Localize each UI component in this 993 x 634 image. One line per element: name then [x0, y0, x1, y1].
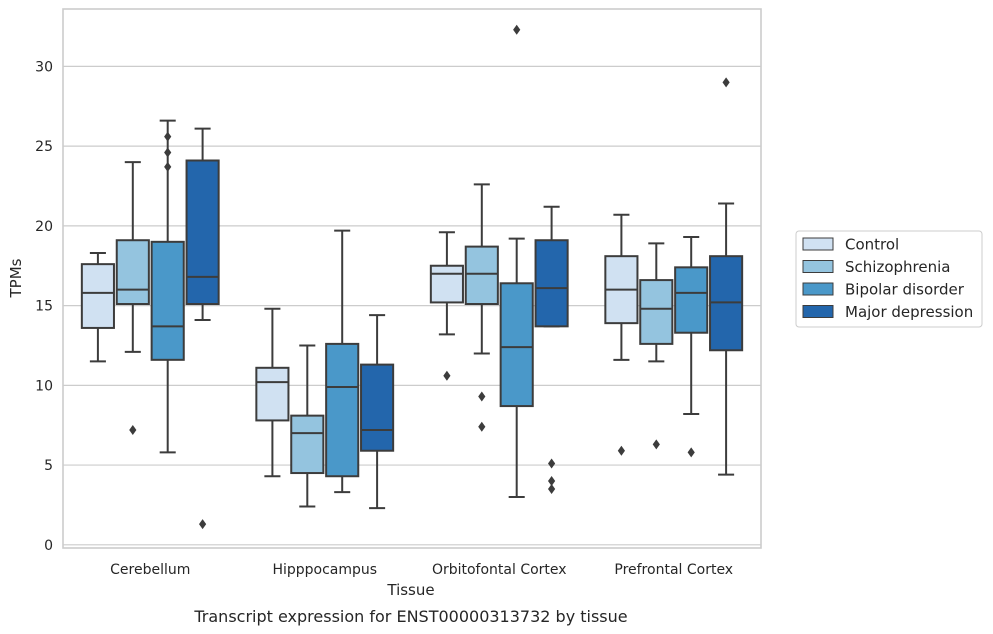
box-group — [360, 314, 395, 510]
box-iqr — [499, 282, 534, 408]
outlier-point — [164, 131, 172, 142]
box-iqr — [464, 245, 499, 306]
box-group — [80, 251, 115, 363]
outlier-point — [617, 445, 625, 456]
legend-label: Control — [845, 236, 899, 254]
y-axis-title: TPMs — [7, 258, 25, 298]
legend-swatch — [802, 282, 834, 296]
x-tick-label: Orbitofontal Cortex — [432, 562, 567, 578]
box-group — [499, 24, 534, 498]
y-tick-label: 0 — [44, 538, 53, 554]
chart-caption: Transcript expression for ENST0000031373… — [193, 607, 627, 626]
box-group — [674, 236, 709, 458]
legend-label: Schizophrenia — [845, 258, 950, 276]
legend-swatch — [802, 305, 834, 318]
outlier-point — [548, 483, 556, 494]
box-iqr — [639, 279, 674, 345]
legend-label: Major depression — [845, 303, 973, 321]
x-tick-label: Cerebellum — [110, 562, 190, 578]
y-tick-label: 10 — [35, 378, 53, 394]
box-group — [534, 205, 569, 494]
y-tick-label: 5 — [44, 458, 53, 474]
box-group — [290, 344, 325, 508]
x-tick-labels: Cerebellum Hipppocampus Orbitofontal Corte… — [110, 562, 733, 578]
box-iqr — [360, 363, 395, 452]
box-iqr — [429, 264, 464, 304]
x-tick-label: Prefrontal Cortex — [614, 562, 733, 578]
outlier-point — [722, 77, 730, 88]
box-group — [325, 229, 360, 494]
box-group — [255, 307, 290, 478]
box-group — [709, 77, 744, 476]
x-axis-title: Tissue — [386, 581, 434, 599]
legend-frame — [795, 230, 983, 328]
box-iqr — [255, 366, 290, 422]
y-tick-label: 20 — [35, 219, 53, 235]
y-tick-labels: 0 5 10 15 20 25 30 — [35, 59, 53, 553]
outlier-point — [548, 458, 556, 469]
y-tick-label: 30 — [35, 59, 53, 75]
box-group — [464, 183, 499, 432]
box-group — [185, 127, 220, 530]
outlier-point — [129, 424, 137, 435]
outlier-point — [652, 439, 660, 450]
boxes — [80, 24, 744, 530]
box-iqr — [150, 240, 185, 361]
legend-label: Bipolar disorder — [845, 281, 965, 299]
y-tick-label: 25 — [35, 139, 53, 155]
box-iqr — [534, 239, 569, 328]
box-iqr — [115, 239, 150, 306]
box-iqr — [674, 266, 709, 334]
box-group — [150, 119, 185, 454]
box-iqr — [80, 263, 115, 329]
box-iqr — [185, 159, 220, 306]
outlier-point — [687, 447, 695, 458]
plot-frame — [62, 8, 762, 549]
y-tick-label: 15 — [35, 299, 53, 315]
outlier-point — [164, 161, 172, 172]
outlier-point — [478, 421, 486, 432]
legend-swatch — [802, 237, 834, 251]
outlier-point — [513, 24, 521, 35]
box-iqr — [325, 342, 360, 478]
legend-swatch — [802, 260, 834, 273]
box-group — [115, 161, 150, 435]
box-group — [604, 213, 639, 456]
box-group — [639, 242, 674, 450]
outlier-point — [548, 476, 556, 487]
outlier-point — [478, 391, 486, 402]
outlier-point — [164, 147, 172, 158]
legend: Control Schizophrenia Bipolar disorder Majo… — [795, 230, 983, 328]
box-iqr — [290, 414, 325, 475]
box-group — [429, 231, 464, 381]
outlier-point — [443, 370, 451, 381]
x-tick-label: Hipppocampus — [272, 562, 377, 578]
outlier-point — [199, 519, 207, 530]
